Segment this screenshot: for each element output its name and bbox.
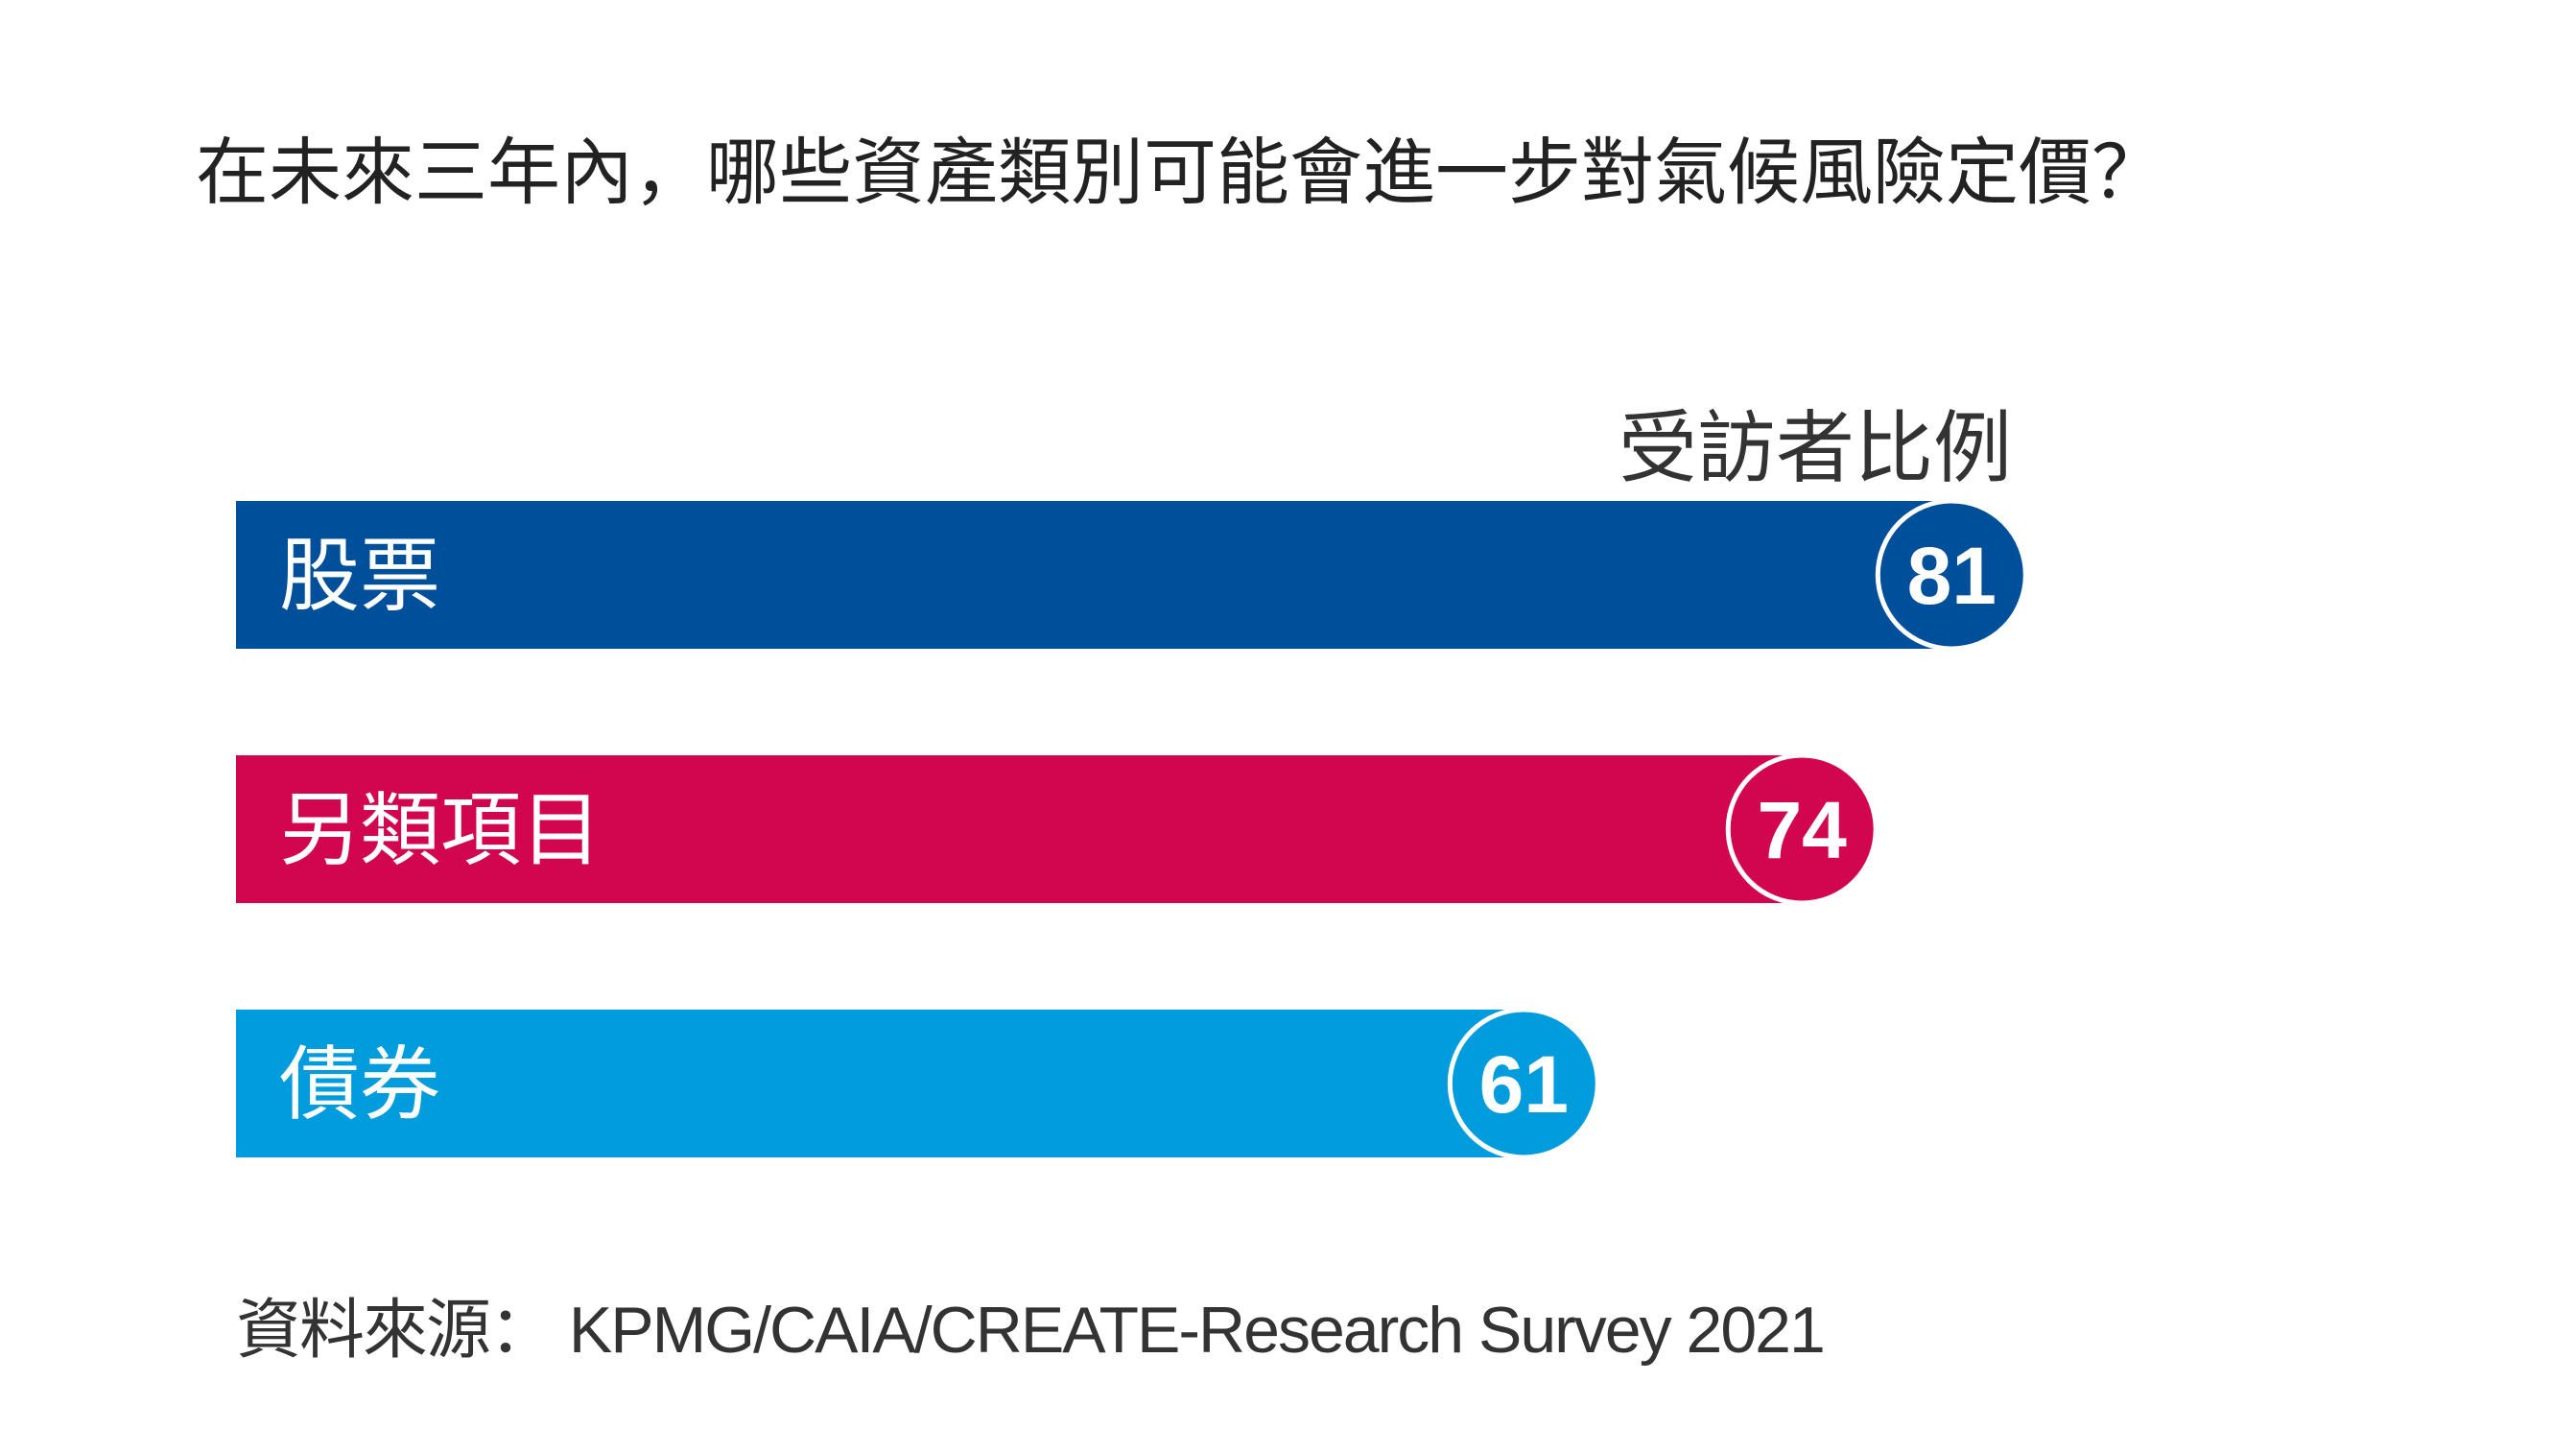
category-label: 另類項目	[279, 783, 602, 877]
data-label: 74	[1757, 785, 1847, 875]
bar	[236, 755, 1803, 903]
category-label: 債券	[279, 1037, 440, 1131]
unit-label: 受訪者比例	[1618, 403, 2012, 494]
category-label: 股票	[279, 529, 440, 623]
data-label: 81	[1907, 531, 1997, 621]
data-label: 61	[1479, 1039, 1569, 1130]
value-badge	[1725, 752, 1879, 906]
source-note: 資料來源： KPMG/CAIA/CREATE-Research Survey 2…	[236, 1294, 1826, 1367]
bar	[236, 1010, 1524, 1157]
chart-title: 在未來三年內，哪些資產類別可能會進一步對氣候風險定價？	[196, 130, 2164, 215]
bar	[236, 501, 1952, 649]
value-badge	[1447, 1007, 1600, 1160]
value-badge	[1875, 498, 2028, 652]
